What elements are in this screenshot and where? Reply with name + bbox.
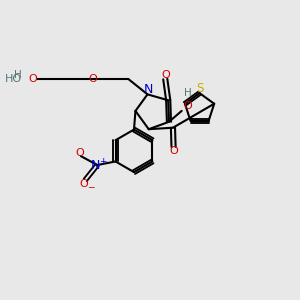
Text: +: + <box>99 157 107 166</box>
Text: O: O <box>75 148 84 158</box>
Text: O: O <box>183 100 192 111</box>
Text: O: O <box>169 146 178 156</box>
Text: N: N <box>143 82 153 95</box>
Text: O: O <box>29 74 38 84</box>
Text: O: O <box>88 74 97 84</box>
Text: H: H <box>184 88 191 98</box>
Text: S: S <box>196 82 203 95</box>
Text: N: N <box>91 158 101 172</box>
Text: H: H <box>14 70 22 80</box>
Text: O: O <box>80 179 88 189</box>
Text: O: O <box>161 70 170 80</box>
Text: −: − <box>87 182 94 191</box>
Text: HO: HO <box>5 74 22 84</box>
